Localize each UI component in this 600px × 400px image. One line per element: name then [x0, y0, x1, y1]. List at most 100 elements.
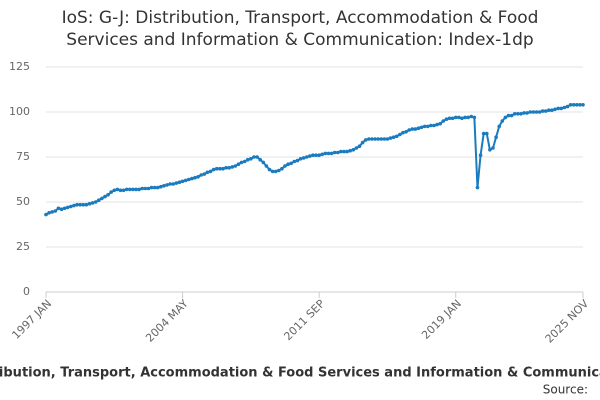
data-point	[547, 108, 551, 112]
data-point	[376, 137, 380, 141]
data-point	[121, 188, 126, 193]
data-point	[472, 115, 477, 120]
data-point	[373, 137, 377, 141]
data-point	[534, 110, 539, 114]
data-point	[460, 116, 464, 121]
data-point	[345, 149, 349, 154]
data-point	[404, 130, 408, 134]
data-point	[509, 113, 514, 118]
data-point	[469, 114, 474, 119]
data-point	[571, 103, 576, 107]
data-point	[131, 187, 135, 192]
data-point	[230, 165, 235, 169]
data-point	[47, 211, 51, 215]
data-point	[249, 157, 253, 161]
data-point	[559, 106, 564, 111]
data-point	[78, 202, 82, 207]
data-point	[128, 187, 132, 192]
data-point	[56, 206, 61, 211]
data-point	[308, 154, 312, 158]
data-point	[50, 210, 55, 214]
data-point	[100, 196, 104, 201]
data-point	[59, 207, 64, 211]
data-point	[93, 200, 98, 204]
data-point	[277, 168, 281, 173]
data-point	[304, 155, 309, 159]
data-point	[478, 153, 483, 157]
data-point	[202, 172, 207, 176]
data-point	[528, 110, 533, 114]
data-point	[267, 167, 272, 172]
data-point	[326, 151, 331, 156]
data-point	[354, 146, 359, 150]
data-point	[286, 162, 290, 166]
data-point	[109, 190, 113, 194]
data-point	[311, 153, 315, 157]
data-point	[53, 209, 58, 213]
data-point	[444, 117, 449, 121]
data-point	[329, 151, 334, 156]
y-tick-label: 25	[16, 240, 30, 253]
data-point	[174, 181, 179, 185]
data-point	[320, 152, 325, 157]
data-point	[44, 212, 48, 217]
data-point	[69, 204, 73, 209]
data-point	[65, 205, 70, 210]
x-tick-label: 2025 NOV	[543, 297, 592, 346]
data-point	[435, 122, 439, 127]
data-point	[168, 182, 172, 186]
data-point	[562, 105, 567, 110]
data-point	[525, 111, 529, 115]
source: Source:	[543, 383, 588, 397]
data-point	[155, 185, 160, 190]
data-point	[391, 135, 396, 139]
data-point	[488, 148, 492, 152]
data-point	[351, 148, 356, 152]
x-tick-label: 2019 JAN	[419, 297, 464, 342]
data-point	[258, 157, 262, 162]
data-point	[503, 115, 508, 120]
data-point	[401, 130, 405, 135]
data-point	[413, 127, 418, 131]
x-tick-label: 1997 JAN	[9, 297, 54, 342]
data-point	[171, 182, 176, 186]
data-point	[450, 116, 455, 121]
data-point	[342, 149, 346, 154]
x-tick-label: 2004 MAY	[143, 297, 191, 345]
data-point	[317, 153, 321, 157]
data-point	[348, 148, 352, 153]
data-point	[106, 193, 110, 197]
data-point	[295, 158, 300, 163]
data-point	[205, 170, 210, 175]
data-point	[323, 151, 328, 156]
data-point	[419, 125, 424, 130]
data-point	[553, 107, 557, 112]
x-axis-label: Distribution, Transport, Accommodation &…	[0, 366, 600, 381]
data-point	[363, 138, 368, 142]
data-point	[112, 188, 117, 193]
data-point	[301, 156, 306, 160]
data-point	[62, 206, 67, 211]
data-point	[177, 180, 182, 184]
data-point	[494, 135, 498, 139]
data-point	[193, 175, 197, 180]
x-tick-label: 2011 SEP	[281, 297, 327, 343]
data-point	[360, 140, 365, 145]
data-point	[519, 112, 523, 116]
data-point	[233, 164, 238, 168]
data-point	[199, 173, 204, 177]
data-point	[140, 186, 145, 191]
data-point	[134, 187, 138, 192]
data-point	[522, 111, 526, 115]
data-point	[416, 126, 421, 130]
data-point	[283, 164, 287, 168]
data-point	[398, 132, 402, 137]
data-point	[96, 198, 101, 202]
data-point	[149, 185, 154, 190]
data-point	[314, 153, 318, 157]
data-point	[370, 137, 374, 141]
data-point	[438, 121, 443, 126]
data-point	[447, 116, 452, 121]
data-point	[183, 178, 188, 183]
data-point	[382, 137, 387, 141]
